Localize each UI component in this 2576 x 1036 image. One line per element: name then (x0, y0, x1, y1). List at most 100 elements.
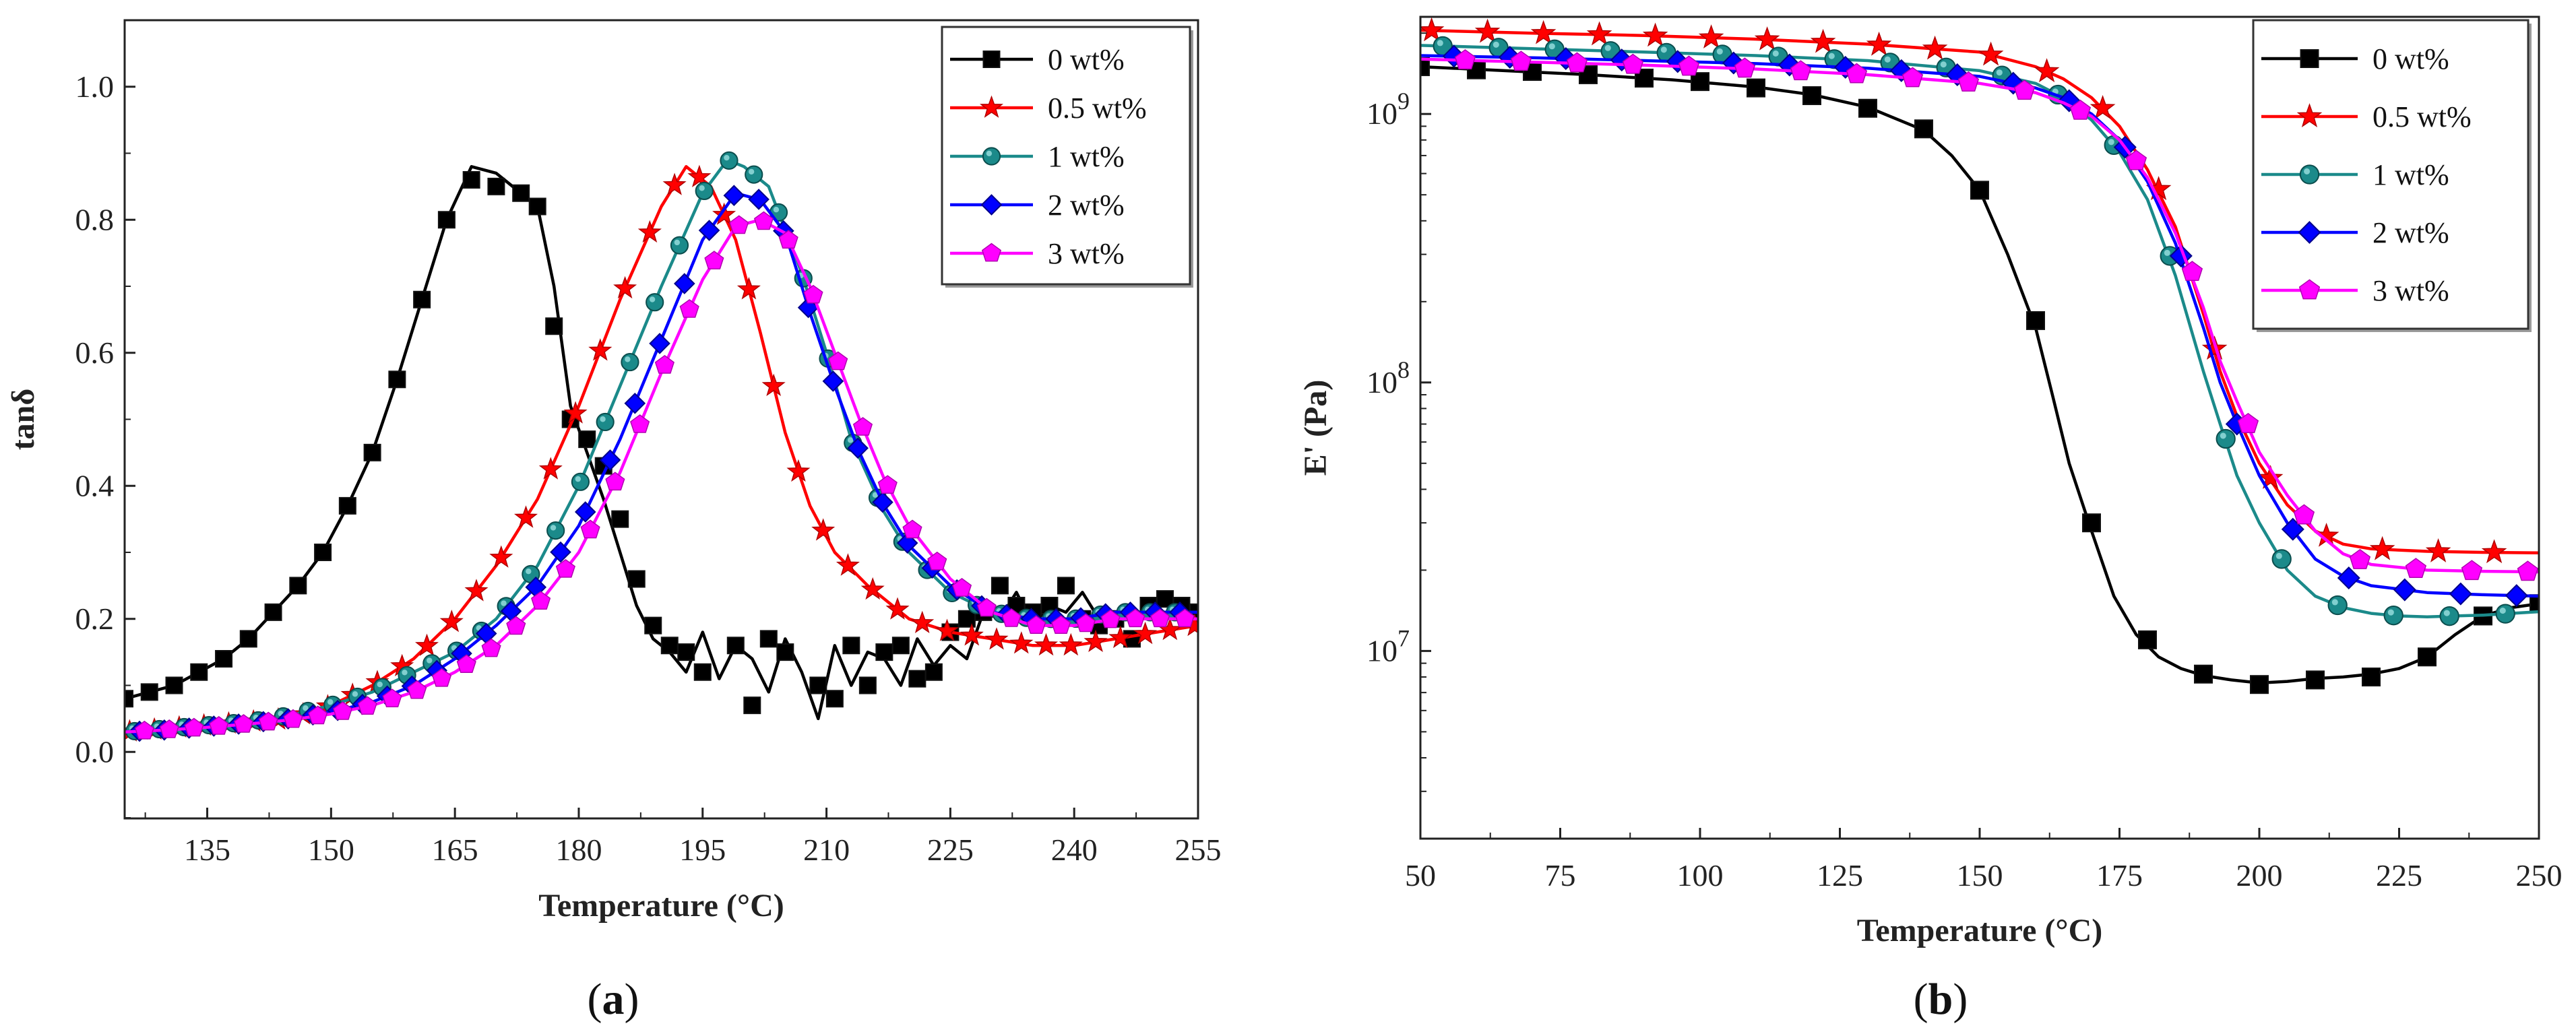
data-point (748, 189, 769, 210)
data-point (134, 720, 154, 740)
data-point (2194, 664, 2213, 684)
data-point (1902, 67, 1924, 88)
data-point (314, 544, 332, 561)
x-tick-label: 150 (308, 833, 354, 867)
data-point (209, 715, 229, 735)
data-point (729, 215, 749, 234)
x-axis-label: Temperature (°C) (1857, 913, 2102, 948)
data-point (1957, 71, 1980, 92)
data-point (1420, 17, 1445, 42)
legend-marker (980, 194, 1003, 216)
legend-item-0-wt: 0 wt% (2261, 42, 2449, 75)
data-point (1622, 53, 1644, 74)
data-point (877, 475, 898, 494)
data-point (1420, 57, 1430, 76)
data-point (1530, 20, 1557, 44)
data-point (184, 717, 204, 737)
data-point (828, 351, 848, 370)
data-point (1009, 631, 1034, 654)
panel-a-caption: (a) (588, 975, 639, 1024)
data-point (822, 370, 844, 392)
data-point (308, 705, 328, 725)
data-point (695, 181, 714, 201)
data-point (1125, 608, 1145, 628)
data-point (2481, 539, 2507, 564)
data-point (1100, 609, 1121, 628)
plot-area (125, 151, 1198, 742)
data-point (528, 197, 546, 216)
data-point (456, 654, 476, 674)
data-point (951, 577, 972, 597)
data-point (885, 597, 910, 620)
data-point (704, 251, 724, 269)
series-0-wt (1420, 57, 2539, 694)
data-point (910, 610, 935, 633)
data-point (2349, 548, 2371, 569)
data-point (1566, 52, 1588, 73)
legend-marker (2300, 49, 2319, 68)
data-point (437, 211, 455, 229)
data-point (513, 505, 538, 528)
data-point (2181, 261, 2203, 282)
x-tick-label: 180 (555, 833, 602, 867)
data-point (407, 680, 427, 699)
data-point (289, 577, 307, 595)
data-point (596, 412, 615, 432)
data-point (677, 643, 695, 661)
data-point (786, 459, 811, 482)
data-point (2293, 504, 2315, 525)
data-point (1691, 72, 1709, 92)
data-point (976, 597, 997, 617)
data-point (2306, 670, 2325, 690)
x-tick-label: 50 (1405, 858, 1436, 893)
data-point (776, 643, 794, 661)
data-point (2405, 558, 2427, 579)
data-point (363, 443, 381, 461)
data-point (1698, 24, 1724, 48)
data-point (1059, 633, 1083, 656)
legend-label: 1 wt% (2373, 158, 2449, 191)
x-tick-label: 225 (927, 833, 974, 867)
data-point (489, 545, 513, 568)
data-point (2271, 549, 2292, 569)
legend-label: 0.5 wt% (2373, 100, 2472, 133)
data-point (646, 293, 664, 312)
data-point (1922, 35, 1948, 60)
data-point (2505, 584, 2528, 608)
legend-marker (979, 95, 1004, 118)
x-tick-label: 255 (1175, 833, 1222, 867)
data-point (957, 610, 976, 628)
data-point (2461, 560, 2483, 581)
data-point (842, 637, 860, 655)
data-point (2418, 647, 2437, 667)
data-point (2517, 560, 2539, 581)
x-tick-label: 195 (679, 833, 726, 867)
x-axis-label: Temperature (°C) (538, 888, 784, 924)
data-point (1433, 36, 1453, 57)
x-tick-label: 100 (1677, 858, 1724, 893)
plot-area (1420, 17, 2539, 694)
panel-b-caption: (b) (1914, 975, 1968, 1024)
x-tick-label: 125 (1817, 858, 1863, 893)
data-point (649, 333, 670, 354)
y-tick-label: 0.0 (75, 734, 115, 769)
data-point (1474, 18, 1501, 43)
legend-item-0-5-wt: 0.5 wt% (950, 92, 1147, 125)
data-point (1174, 608, 1195, 628)
legend-marker (2298, 279, 2321, 300)
legend: 0 wt% 0.5 wt% 1 wt% 2 wt% 3 wt% (2252, 19, 2530, 330)
legend-marker (2298, 220, 2321, 245)
data-point (1846, 63, 1868, 84)
data-point (1642, 22, 1668, 47)
legend-item-0-5-wt: 0.5 wt% (2261, 100, 2472, 133)
data-point (902, 519, 922, 539)
x-tick-label: 150 (1957, 858, 2003, 893)
data-point (2337, 566, 2360, 590)
data-point (693, 663, 712, 681)
data-point (2026, 311, 2045, 330)
y-tick-label: 0.8 (75, 202, 115, 236)
data-point (1051, 615, 1071, 635)
data-point (613, 276, 637, 299)
x-tick-label: 165 (432, 833, 478, 867)
